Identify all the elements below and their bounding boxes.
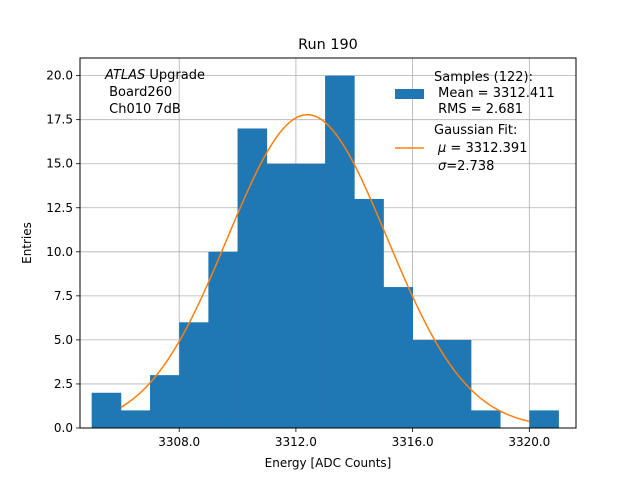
y-tick-label: 12.5 [46, 201, 73, 215]
legend-sigma-symbol: σ [438, 159, 447, 174]
legend-sigma-value: =2.738 [446, 159, 494, 174]
y-tick-label: 10.0 [46, 245, 73, 259]
histogram-bar [179, 322, 209, 428]
y-tick-label: 0.0 [54, 421, 73, 435]
histogram-bar [237, 128, 268, 428]
y-tick-label: 7.5 [54, 289, 73, 303]
x-tick-label: 3308.0 [158, 435, 200, 449]
annotation-line-2: Board260 [105, 85, 172, 100]
gaussian-fit-layer [120, 113, 530, 423]
legend-fit-title: Gaussian Fit: [434, 123, 517, 138]
y-tick-label: 5.0 [54, 333, 73, 347]
y-tick-label: 15.0 [46, 157, 73, 171]
legend-fit-sigma: σ=2.738 [438, 159, 494, 174]
y-tick-label: 2.5 [54, 377, 73, 391]
histogram-bar [412, 339, 443, 428]
histogram-bar [354, 198, 384, 428]
gaussian-fit-curve [120, 113, 530, 423]
histogram-bar [441, 339, 472, 428]
x-tick-label: 3320.0 [508, 435, 550, 449]
x-tick-label: 3316.0 [392, 435, 434, 449]
annotation-upgrade-word: Upgrade [145, 68, 205, 83]
legend-samples-rms: RMS = 2.681 [434, 102, 523, 117]
histogram-bar [150, 375, 180, 428]
legend-samples-mean: Mean = 3312.411 [434, 86, 555, 101]
y-tick-label: 20.0 [46, 69, 73, 83]
histogram-bar [529, 410, 559, 428]
histogram-bar [295, 163, 326, 428]
chart-title: Run 190 [298, 37, 358, 53]
axes-frame [79, 57, 577, 429]
histogram-bar [208, 251, 238, 428]
histogram-bar [383, 287, 414, 428]
x-tick-label: 3312.0 [275, 435, 317, 449]
legend-fit-mu: μ = 3312.391 [437, 141, 527, 156]
legend-mu-symbol: μ [437, 141, 446, 156]
histogram-bars [91, 75, 559, 428]
legend-samples-swatch [395, 89, 424, 99]
histogram-bar [91, 392, 122, 428]
x-axis-label: Energy [ADC Counts] [265, 456, 392, 470]
legend: Samples (122): Mean = 3312.411 RMS = 2.6… [395, 70, 555, 174]
histogram-bar [470, 410, 501, 428]
y-axis-label: Entries [20, 222, 34, 264]
legend-mu-value: = 3312.391 [446, 141, 527, 156]
histogram-bar [266, 163, 297, 428]
annotation-atlas-word: ATLAS [104, 68, 145, 83]
axis-ticks: 3308.0 3312.0 3316.0 3320.0 0.0 2.5 5.0 7.5 10.0… [46, 69, 550, 449]
histogram-bar [325, 75, 355, 428]
legend-samples-title: Samples (122): [434, 70, 533, 85]
histogram-bar [120, 410, 151, 428]
annotation-line-3: Ch010 7dB [105, 102, 181, 117]
y-tick-label: 17.5 [46, 113, 73, 127]
annotation-line-1: ATLAS Upgrade [104, 68, 205, 83]
